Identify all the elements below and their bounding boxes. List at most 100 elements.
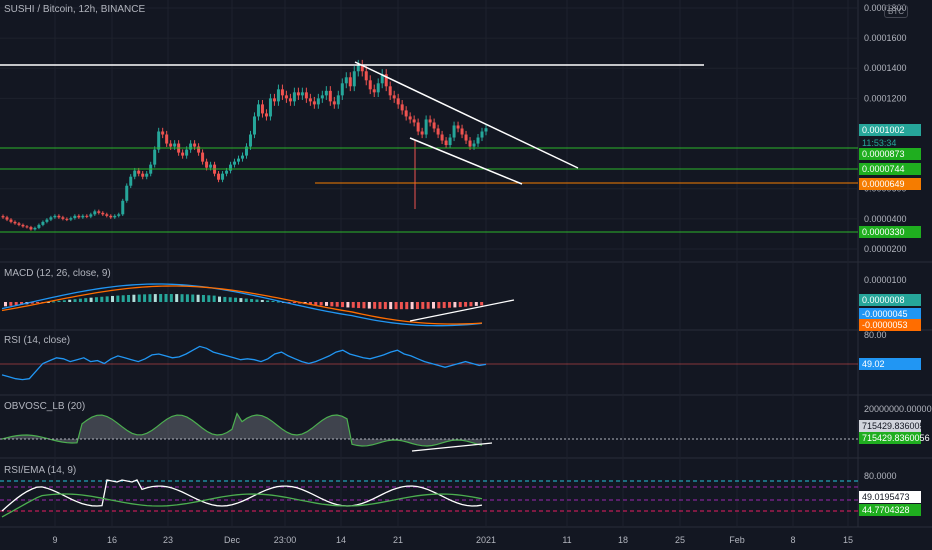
- candle-body: [352, 71, 356, 87]
- macd-trendline: [409, 299, 515, 322]
- macd-bar: [480, 302, 484, 306]
- candle-body: [117, 214, 121, 216]
- macd-bar: [341, 302, 345, 308]
- macd-bar: [464, 302, 468, 307]
- y-tick-label: 20000000.0000000: [864, 404, 932, 414]
- current-price-tag: 0.0001002: [859, 124, 921, 136]
- obv-tag-2-text: 715429.8360056: [862, 433, 930, 443]
- candle-body: [205, 161, 209, 168]
- rsi-value-tag-text: 49.02: [862, 359, 885, 369]
- macd-bar: [234, 297, 238, 302]
- candle-body: [316, 98, 320, 105]
- macd-tag-3-bg: [859, 319, 921, 331]
- candle-body: [37, 224, 41, 228]
- macd-bar: [78, 298, 82, 302]
- rsi-white-line: [1, 479, 483, 512]
- macd-bar: [46, 302, 50, 303]
- candle-body: [113, 215, 117, 218]
- candle-body: [85, 215, 89, 217]
- obv-area: [2, 413, 482, 446]
- obv-trendline: [411, 442, 493, 452]
- price-tag-649-bg: [859, 178, 921, 190]
- rsiema-tag-1: 49.0195473: [859, 491, 921, 503]
- price-tag-330-text: 0.0000330: [862, 227, 905, 237]
- macd-bar: [68, 299, 72, 302]
- candle-body: [416, 122, 420, 132]
- candle-body: [89, 214, 93, 217]
- candle-body: [248, 134, 252, 147]
- macd-bar: [62, 300, 66, 302]
- candle-body: [320, 95, 324, 99]
- candle-body: [1, 216, 5, 218]
- macd-bar: [469, 302, 473, 307]
- macd-bar: [239, 298, 243, 302]
- candle-body: [464, 134, 468, 141]
- candle-body: [436, 128, 440, 135]
- candle-body: [161, 131, 165, 135]
- candle-body: [348, 77, 352, 87]
- rsi-value-tag: 49.02: [859, 358, 921, 370]
- candle-body: [125, 185, 129, 201]
- candle-body: [165, 134, 169, 144]
- macd-bar: [153, 294, 157, 302]
- candle-body: [81, 215, 85, 218]
- candle-body: [237, 158, 241, 162]
- candle-body: [133, 170, 137, 177]
- candle-body: [197, 146, 201, 153]
- candle-body: [241, 155, 245, 159]
- macd-bar: [57, 300, 61, 302]
- candle-body: [109, 215, 113, 218]
- macd-bar: [73, 299, 77, 302]
- symbol-title: SUSHI / Bitcoin, 12h, BINANCE: [4, 4, 146, 15]
- current-price-tag-bg: [859, 124, 921, 136]
- candle-body: [141, 173, 145, 177]
- signal-line: [1, 285, 483, 325]
- rsiema-tag-1-bg: [859, 491, 921, 503]
- candle-body: [444, 140, 448, 146]
- candle-body: [77, 215, 81, 218]
- candle-body: [480, 131, 484, 138]
- macd-line: [1, 283, 483, 327]
- countdown-tag-bg: [859, 137, 921, 149]
- macd-bar: [442, 302, 446, 309]
- candle-body: [328, 90, 332, 102]
- candle-body: [209, 164, 213, 168]
- y-tick-label: 0.0000400: [864, 214, 907, 224]
- candle-body: [13, 221, 17, 224]
- candle-body: [145, 173, 149, 177]
- candles: [1, 59, 488, 231]
- candle-body: [41, 221, 45, 225]
- x-tick-label: 11: [562, 535, 571, 545]
- macd-bar: [52, 301, 56, 303]
- candle-body: [121, 200, 125, 215]
- macd-bar: [426, 302, 430, 309]
- price-tag-649-text: 0.0000649: [862, 179, 905, 189]
- descending-trendline-upper: [354, 61, 579, 169]
- candle-body: [428, 119, 432, 123]
- macd-bar: [405, 302, 409, 310]
- candle-body: [412, 119, 416, 123]
- y-tick-label: 0.0001600: [864, 33, 907, 43]
- rsiema-tag-2-text: 44.7704328: [862, 505, 910, 515]
- macd-tag-2-bg: [859, 308, 921, 320]
- candle-body: [284, 95, 288, 99]
- x-tick-label: 23: [163, 535, 173, 545]
- price-tag-744-bg: [859, 163, 921, 175]
- candle-body: [484, 128, 488, 132]
- macd-bar: [346, 302, 350, 308]
- macd-bar: [335, 302, 339, 307]
- price-tag-330: 0.0000330: [859, 226, 921, 238]
- macd-bar: [373, 302, 377, 309]
- obv-tag-1: 715429.8360056: [859, 420, 930, 432]
- candle-body: [448, 137, 452, 146]
- macd-bar: [399, 302, 403, 310]
- candle-body: [424, 119, 428, 135]
- macd-bar: [357, 302, 361, 309]
- candle-body: [332, 101, 336, 105]
- candle-body: [288, 98, 292, 102]
- candle-body: [137, 170, 141, 174]
- price-tag-744-text: 0.0000744: [862, 164, 905, 174]
- currency-button[interactable]: BTC: [884, 5, 908, 18]
- candle-body: [432, 122, 436, 129]
